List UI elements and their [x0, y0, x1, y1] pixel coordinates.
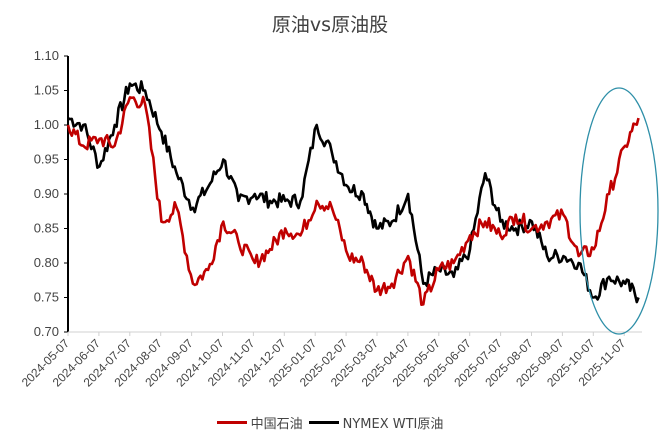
highlight-ellipse — [579, 87, 659, 335]
legend-swatch-red — [216, 421, 247, 424]
plot-lines — [66, 80, 640, 307]
y-tick-label: 0.85 — [34, 221, 59, 236]
y-tick-label: 0.80 — [34, 255, 59, 270]
chart-title: 原油vs原油股 — [271, 14, 389, 36]
series-line — [66, 95, 640, 307]
y-tick-label: 0.90 — [34, 186, 59, 201]
legend-label: NYMEX WTI原油 — [342, 417, 444, 432]
y-tick-label: 0.95 — [34, 152, 59, 167]
legend: 中国石油 NYMEX WTI原油 — [0, 413, 660, 432]
legend-item-wti: NYMEX WTI原油 — [308, 413, 444, 432]
y-axis: 1.10 1.05 1.00 0.95 0.90 0.85 0.80 0.75 0.70 — [34, 48, 69, 339]
y-tick-label: 0.70 — [34, 324, 59, 339]
y-tick-label: 1.05 — [34, 83, 59, 98]
y-tick-label: 1.10 — [34, 48, 59, 63]
x-axis: 2024-05-072024-06-072024-07-072024-08-07… — [19, 331, 642, 390]
legend-label: 中国石油 — [250, 417, 303, 432]
legend-swatch-black — [308, 421, 339, 424]
y-tick-label: 1.00 — [34, 117, 59, 132]
y-tick-label: 0.75 — [34, 290, 59, 305]
series-line — [67, 80, 640, 304]
legend-item-petrochina: 中国石油 — [216, 413, 303, 432]
